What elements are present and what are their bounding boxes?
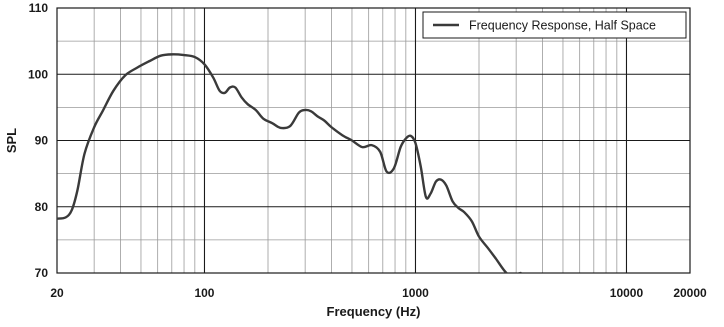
series-layer [57,53,522,273]
series-line-0 [57,53,522,273]
y-tick-label: 80 [35,200,49,214]
x-tick-label: 20 [50,286,64,300]
y-tick-label: 110 [29,1,49,15]
legend: Frequency Response, Half Space [422,11,687,39]
y-tick-label: 100 [28,67,48,81]
major-gridlines [57,8,690,273]
x-tick-labels: 20 100 1000 10000 20000 [50,286,707,300]
legend-label: Frequency Response, Half Space [469,19,656,33]
y-tick-label: 70 [35,266,49,280]
y-tick-label: 90 [35,134,49,148]
x-tick-label: 10000 [610,286,644,300]
plot-area-frame [56,7,691,274]
x-tick-label: 1000 [402,286,429,300]
legend-box [422,11,687,39]
x-tick-label: 100 [194,286,214,300]
x-axis-title: Frequency (Hz) [327,304,421,319]
x-tick-label: 20000 [673,286,707,300]
y-axis-title: SPL [4,128,19,153]
y-tick-labels: 70 80 90 100 110 [28,1,48,280]
